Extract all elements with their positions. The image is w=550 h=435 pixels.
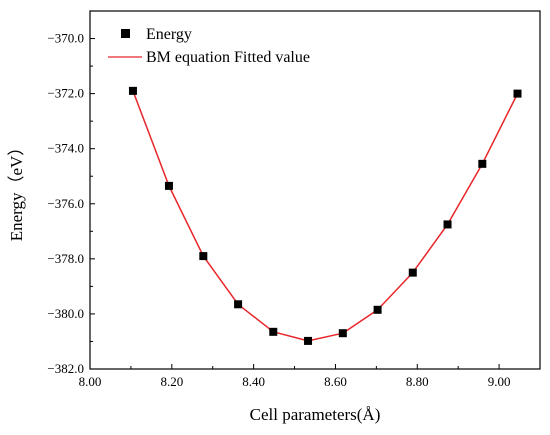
legend-label-fit: BM equation Fitted value <box>146 49 310 66</box>
x-tick-label: 8.20 <box>160 374 183 389</box>
energy-point <box>443 220 452 229</box>
energy-point <box>199 252 208 261</box>
energy-point <box>234 300 243 309</box>
x-axis-label: Cell parameters(Å) <box>250 405 381 424</box>
y-tick-label: −380.0 <box>47 306 84 321</box>
legend: Energy BM equation Fitted value <box>108 26 310 66</box>
y-tick-label: −374.0 <box>47 141 84 156</box>
x-axis: 8.00 8.20 8.40 8.60 8.80 9.00 <box>79 364 511 389</box>
y-tick-label: −376.0 <box>47 196 84 211</box>
y-tick-label: −378.0 <box>47 251 84 266</box>
legend-label-energy: Energy <box>146 26 192 43</box>
fit-line <box>132 90 519 342</box>
energy-point <box>269 327 278 336</box>
y-axis-label: Energy（eV） <box>7 139 26 242</box>
energy-point <box>304 336 313 345</box>
plot-frame <box>89 10 541 370</box>
energy-point <box>408 268 417 277</box>
x-tick-label: 8.00 <box>79 374 102 389</box>
energy-point <box>128 86 137 95</box>
y-tick-label: −370.0 <box>47 31 84 46</box>
x-tick-label: 8.40 <box>242 374 265 389</box>
y-tick-label: −382.0 <box>47 361 84 376</box>
legend-marker-energy <box>121 29 130 38</box>
energy-point <box>478 159 487 168</box>
series-layer <box>128 86 522 345</box>
x-tick-label: 8.60 <box>324 374 347 389</box>
energy-point <box>373 305 382 314</box>
energy-point <box>513 89 522 98</box>
y-axis: −382.0 −380.0 −378.0 −376.0 −374.0 −372.0 −370… <box>47 10 95 376</box>
x-tick-label: 9.00 <box>488 374 511 389</box>
energy-point <box>164 181 173 190</box>
energy-point <box>338 329 347 338</box>
y-tick-label: −372.0 <box>47 86 84 101</box>
x-tick-label: 8.80 <box>406 374 429 389</box>
